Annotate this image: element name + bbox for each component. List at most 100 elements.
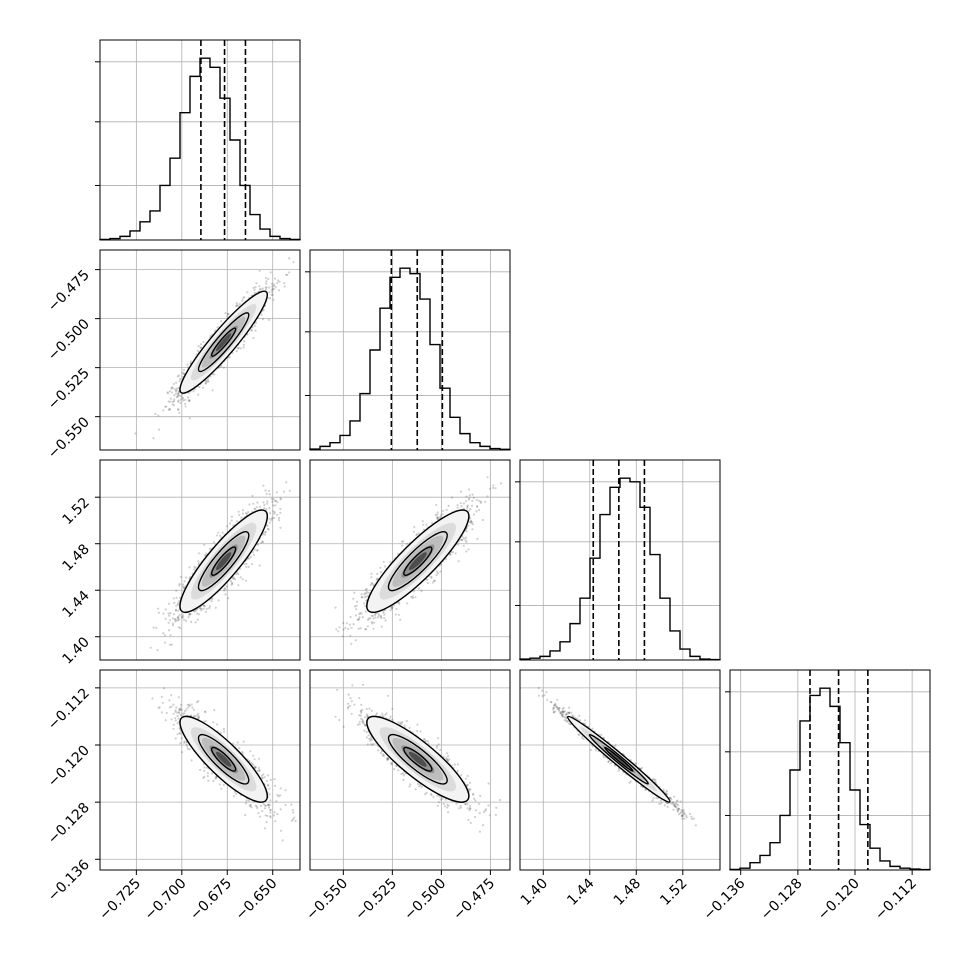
sample-point <box>205 552 208 555</box>
sample-point <box>200 609 203 612</box>
sample-point <box>172 404 175 407</box>
sample-point <box>268 286 271 289</box>
sample-point <box>465 500 468 503</box>
sample-point <box>400 540 403 543</box>
sample-point <box>376 572 379 576</box>
sample-point <box>413 525 416 529</box>
sample-point <box>436 517 439 520</box>
hist-panel-2 <box>515 460 721 661</box>
sample-point <box>164 608 167 611</box>
sample-point <box>168 619 172 622</box>
sample-point <box>352 623 355 626</box>
sample-point <box>177 386 180 390</box>
sample-point <box>175 589 178 592</box>
sample-point <box>436 513 439 516</box>
sample-point <box>168 643 172 646</box>
sample-point <box>464 536 468 539</box>
sample-point <box>337 630 340 633</box>
sample-point <box>391 606 394 609</box>
sample-point <box>271 288 274 291</box>
sample-point <box>372 627 375 630</box>
sample-point <box>187 399 190 402</box>
sample-point <box>457 560 460 563</box>
sample-point <box>377 614 380 617</box>
sample-point <box>156 649 159 652</box>
sample-point <box>383 613 386 616</box>
sample-point <box>366 591 369 594</box>
sample-point <box>243 562 246 566</box>
sample-point <box>200 607 203 611</box>
sample-point <box>179 626 182 630</box>
sample-point <box>248 557 251 560</box>
sample-point <box>177 392 180 395</box>
sample-point <box>169 612 172 615</box>
sample-point <box>365 595 368 598</box>
hist-series-0 <box>99 57 301 241</box>
sample-point <box>471 499 474 502</box>
sample-point <box>164 634 167 637</box>
sample-point <box>223 587 226 590</box>
scatter-panel-1-0 <box>100 250 300 450</box>
sample-point <box>439 570 442 573</box>
sample-point <box>193 565 196 569</box>
sample-point <box>270 290 274 293</box>
sample-point <box>279 526 282 529</box>
sample-point <box>209 334 212 337</box>
sample-point <box>292 261 295 264</box>
sample-point <box>402 540 405 543</box>
sample-point <box>241 578 244 581</box>
sample-point <box>466 507 469 510</box>
sample-point <box>188 613 191 616</box>
sample-point <box>267 318 270 321</box>
sample-point <box>379 614 382 618</box>
sample-point <box>465 495 468 498</box>
sample-point <box>178 584 181 587</box>
sample-point <box>232 577 235 580</box>
sample-point <box>478 499 481 502</box>
sample-point <box>258 564 261 567</box>
sample-point <box>171 624 175 627</box>
sample-point <box>425 523 428 526</box>
sample-point <box>268 493 271 496</box>
sample-point <box>389 560 392 564</box>
sample-point <box>178 613 181 617</box>
sample-point <box>235 350 238 353</box>
sample-point <box>268 517 271 520</box>
sample-point <box>263 507 266 510</box>
sample-point <box>275 491 278 494</box>
sample-point <box>178 411 181 414</box>
sample-point <box>165 405 168 408</box>
sample-point <box>375 577 379 580</box>
sample-point <box>239 576 242 579</box>
sample-point <box>182 615 185 618</box>
sample-point <box>256 549 259 552</box>
sample-point <box>178 582 181 586</box>
sample-point <box>256 501 259 504</box>
sample-point <box>481 518 485 522</box>
sample-point <box>181 396 184 399</box>
sample-point <box>184 402 187 405</box>
sample-point <box>174 618 177 621</box>
sample-point <box>260 313 263 316</box>
sample-point <box>384 619 387 622</box>
sample-point <box>469 519 472 523</box>
sample-point <box>177 616 180 620</box>
sample-point <box>460 505 463 508</box>
sample-point <box>394 613 397 616</box>
sample-point <box>232 576 235 579</box>
sample-point <box>272 298 275 301</box>
sample-point <box>162 632 165 635</box>
sample-point <box>154 412 157 416</box>
sample-point <box>155 626 158 630</box>
sample-point <box>380 625 383 628</box>
sample-point <box>177 618 181 621</box>
sample-point <box>268 521 271 524</box>
sample-point <box>207 380 210 383</box>
sample-point <box>198 385 201 389</box>
sample-point <box>228 522 232 525</box>
sample-point <box>258 269 261 272</box>
sample-point <box>193 610 197 613</box>
sample-point <box>252 286 255 289</box>
sample-point <box>267 277 270 280</box>
sample-point <box>468 494 471 497</box>
